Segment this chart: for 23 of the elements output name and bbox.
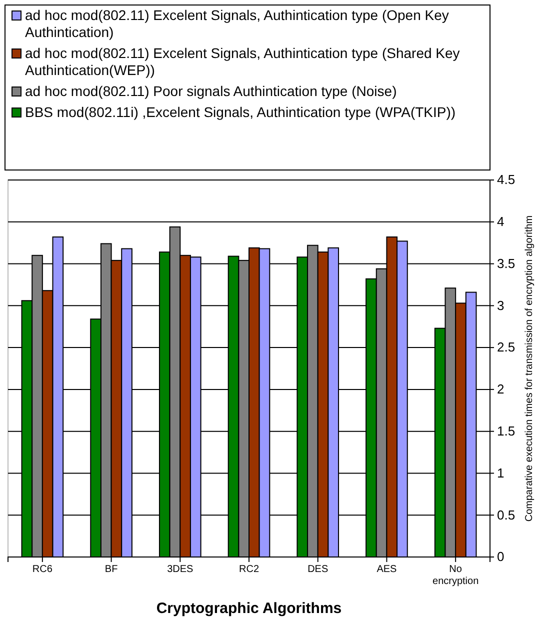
y-tick-label: 0 — [497, 549, 504, 564]
y-tick-label: 2 — [497, 382, 504, 397]
x-tick-label: AES — [376, 564, 398, 576]
y-axis-title: Comparative execution times for transmission of encryption algorithm — [524, 215, 535, 522]
legend-label: ad hoc mod(802.11) Excelent Signals, Authintication type (Shared Key Authintication(WEP)) — [25, 45, 460, 78]
y-tick-label: 1 — [497, 465, 504, 480]
x-tick-label: No encryption — [432, 564, 479, 588]
y-tick-label: 2.5 — [497, 340, 516, 355]
y-tick-label: 1.5 — [497, 423, 516, 438]
y-tick-label: 3 — [497, 298, 504, 313]
y-tick-label: 4 — [497, 214, 504, 230]
x-tick-label: RC6 — [32, 564, 53, 576]
y-tick-label: 3.5 — [497, 256, 516, 271]
x-axis-title: Cryptographic Algorithms — [156, 600, 342, 617]
y-tick-label: 4.5 — [497, 172, 516, 188]
legend-label: BBS mod(802.11i) ,Excelent Signals, Authintication type (WPA(TKIP)) — [25, 104, 456, 120]
y-tick-label: 0.5 — [497, 507, 516, 522]
x-tick-label: 3DES — [167, 564, 194, 576]
x-tick-label: RC2 — [238, 564, 260, 576]
legend-label: ad hoc mod(802.11) Poor signals Authintication type (Noise) — [25, 83, 397, 99]
x-tick-label: DES — [308, 564, 328, 576]
x-tick-label: BF — [104, 564, 118, 576]
legend-label: ad hoc mod(802.11) Excelent Signals, Authintication type (Open Key Authintication) — [25, 7, 449, 40]
